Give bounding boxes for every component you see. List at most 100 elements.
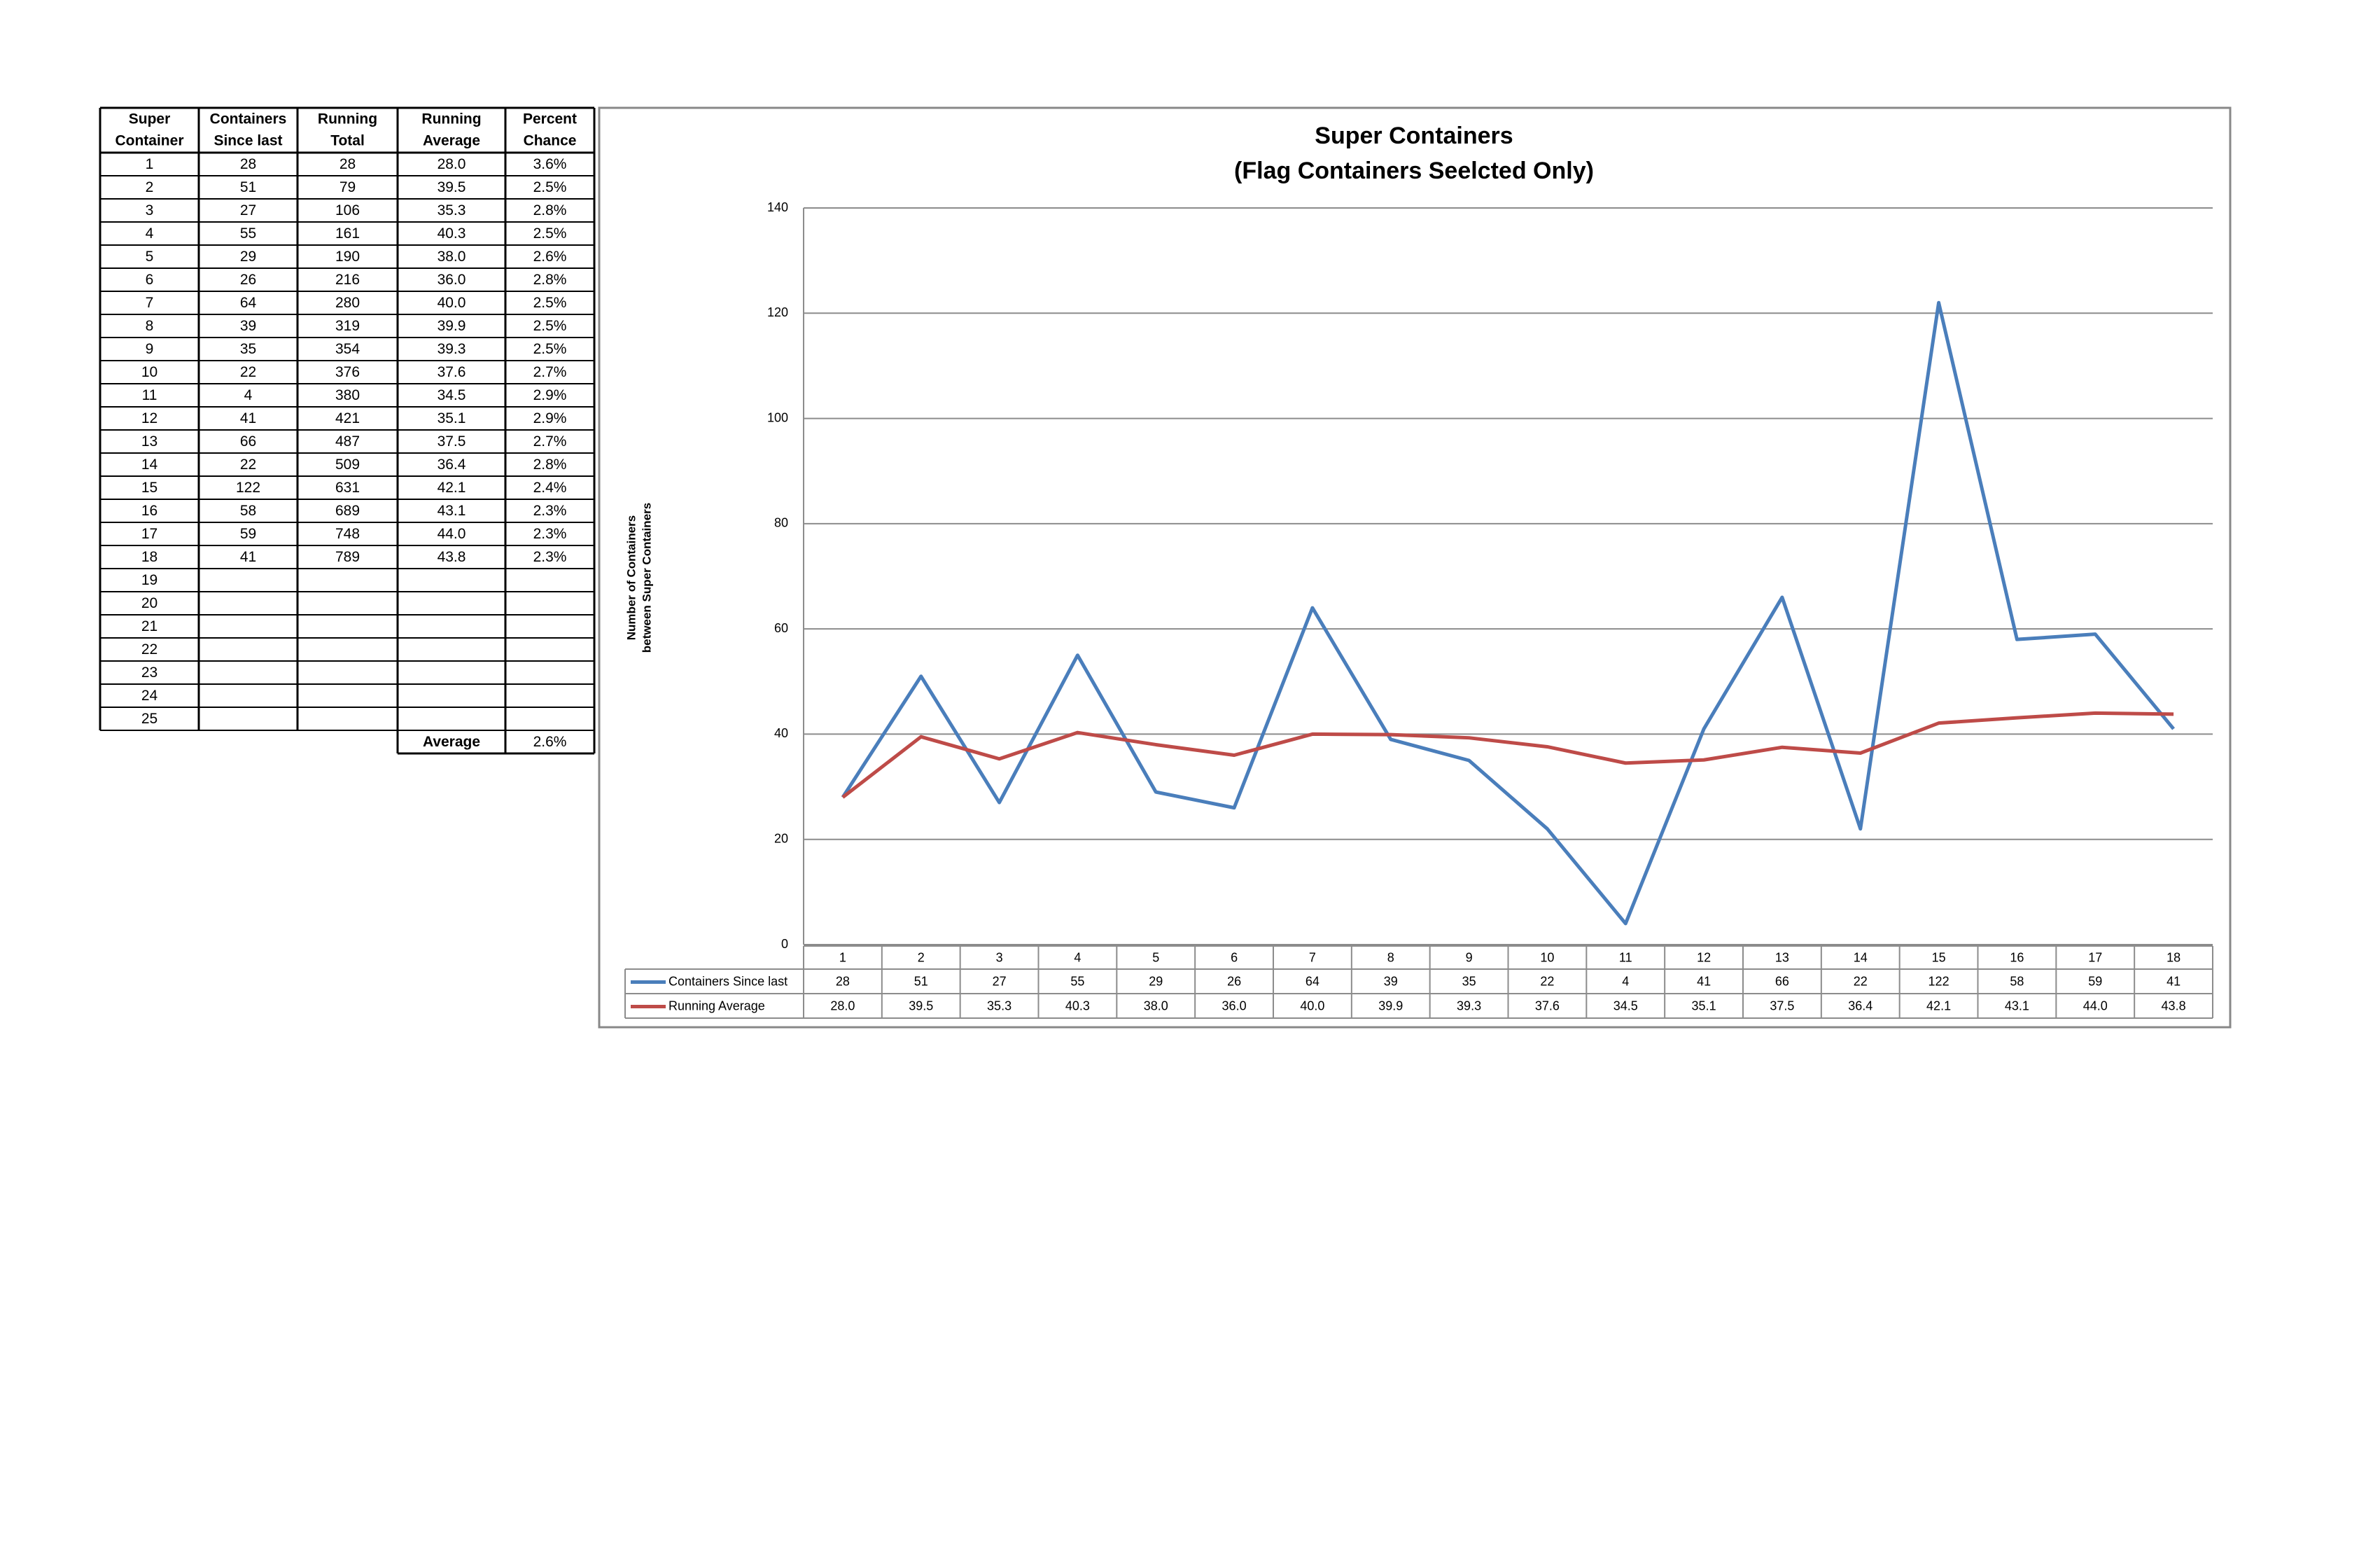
- table-cell: 79: [340, 179, 356, 195]
- table-cell: 44.0: [438, 526, 466, 542]
- table-cell: 17: [141, 526, 158, 542]
- table-cell: 36.0: [438, 272, 466, 288]
- data-table-value: 59: [2088, 974, 2102, 988]
- y-tick-label: 20: [774, 831, 788, 845]
- table-cell: 2.5%: [533, 295, 567, 311]
- table-cell: 64: [240, 295, 257, 311]
- chart-title: Super Containers: [1315, 123, 1513, 149]
- table-cell: 3: [146, 202, 154, 218]
- table-cell: 2.9%: [533, 410, 567, 426]
- y-label-line: Number of Containers: [624, 515, 638, 641]
- table-cell: 2.8%: [533, 272, 567, 288]
- table-header: Chance: [524, 133, 577, 149]
- table-cell: 13: [141, 433, 158, 450]
- table-cell: 43.8: [438, 549, 466, 565]
- table-cell: 16: [141, 503, 158, 519]
- data-table-value: 42.1: [1926, 999, 1951, 1013]
- table-cell: 7: [146, 295, 154, 311]
- table-cell: 18: [141, 549, 158, 565]
- table-cell: 66: [240, 433, 256, 450]
- series-line: [841, 711, 2174, 799]
- data-table-value: 22: [1854, 974, 1868, 988]
- series-line: [841, 300, 2176, 926]
- data-table-value: 4: [1622, 974, 1629, 988]
- table-cell: 2.5%: [533, 179, 567, 195]
- data-table-value: 40.0: [1300, 999, 1324, 1013]
- chart-border: [598, 106, 2232, 1029]
- table-cell: 161: [335, 225, 360, 242]
- table-cell: 12: [141, 410, 158, 426]
- table-cell: 39.3: [438, 341, 466, 357]
- table-header: Average: [423, 133, 480, 149]
- x-tick-label: 17: [2088, 950, 2102, 964]
- x-tick-label: 10: [1540, 950, 1554, 964]
- table-cell: 122: [236, 480, 260, 496]
- data-table-value: 51: [914, 974, 928, 988]
- x-tick-label: 11: [1619, 950, 1632, 964]
- table-cell: 319: [335, 318, 360, 334]
- data-table-value: 35.3: [987, 999, 1011, 1013]
- table-cell: 36.4: [438, 457, 466, 473]
- table-cell: 41: [240, 410, 256, 426]
- table-cell: 35.3: [438, 202, 466, 218]
- data-table-value: 37.6: [1535, 999, 1560, 1013]
- data-table-value: 58: [2010, 974, 2024, 988]
- data-table-value: 43.8: [2162, 999, 2186, 1013]
- table-cell: 40.3: [438, 225, 466, 242]
- table-cell: 631: [335, 480, 360, 496]
- table-cell: 35: [240, 341, 256, 357]
- x-tick-label: 13: [1775, 950, 1789, 964]
- table-cell: 2.4%: [533, 480, 567, 496]
- data-table-value: 40.3: [1065, 999, 1090, 1013]
- data-table-value: 35: [1462, 974, 1476, 988]
- x-tick-label: 2: [918, 950, 925, 964]
- table-cell: 22: [240, 457, 256, 473]
- table-header: Running: [318, 111, 377, 127]
- table-cell: 29: [240, 249, 256, 265]
- data-table-value: 35.1: [1692, 999, 1716, 1013]
- table-cell: 2.5%: [533, 318, 567, 334]
- table-cell: 280: [335, 295, 360, 311]
- table-cell: 28: [340, 156, 356, 172]
- table-cell: 2.3%: [533, 526, 567, 542]
- table-cell: 22: [141, 641, 158, 658]
- data-table-value: 66: [1775, 974, 1789, 988]
- data-table-value: 39.5: [909, 999, 933, 1013]
- table-cell: 5: [146, 249, 154, 265]
- data-table-value: 38.0: [1144, 999, 1168, 1013]
- data-table-value: 22: [1540, 974, 1554, 988]
- x-tick-label: 4: [1074, 950, 1081, 964]
- table-cell: 11: [142, 387, 158, 403]
- table-cell: 4: [244, 387, 253, 403]
- data-table-value: 64: [1306, 974, 1320, 988]
- table-cell: 39.9: [438, 318, 466, 334]
- table-cell: 28.0: [438, 156, 466, 172]
- data-table-value: 41: [2166, 974, 2180, 988]
- x-tick-label: 12: [1697, 950, 1711, 964]
- x-tick-label: 14: [1854, 950, 1868, 964]
- x-tick-label: 7: [1309, 950, 1316, 964]
- x-tick-label: 3: [996, 950, 1003, 964]
- table-cell: 28: [240, 156, 256, 172]
- table-cell: 34.5: [438, 387, 466, 403]
- x-tick-label: 16: [2010, 950, 2024, 964]
- table-cell: 55: [240, 225, 256, 242]
- table-cell: 789: [335, 549, 360, 565]
- data-table-value: 44.0: [2083, 999, 2108, 1013]
- table-header: Since last: [214, 133, 282, 149]
- table-cell: 26: [240, 272, 256, 288]
- table-cell: 20: [141, 595, 158, 611]
- table-cell: 51: [240, 179, 256, 195]
- data-table-value: 39.3: [1457, 999, 1481, 1013]
- data-table-value: 36.4: [1848, 999, 1872, 1013]
- data-table-value: 41: [1697, 974, 1711, 988]
- table-header: Total: [330, 133, 365, 149]
- x-tick-label: 6: [1231, 950, 1238, 964]
- data-table-value: 37.5: [1770, 999, 1794, 1013]
- table-cell: 39.5: [438, 179, 466, 195]
- table-cell: 25: [141, 711, 158, 727]
- table-cell: 6: [146, 272, 154, 288]
- y-label: Number of Containers between Super Conta…: [624, 503, 653, 653]
- table-cell: 2.9%: [533, 387, 567, 403]
- table-cell: 106: [335, 202, 360, 218]
